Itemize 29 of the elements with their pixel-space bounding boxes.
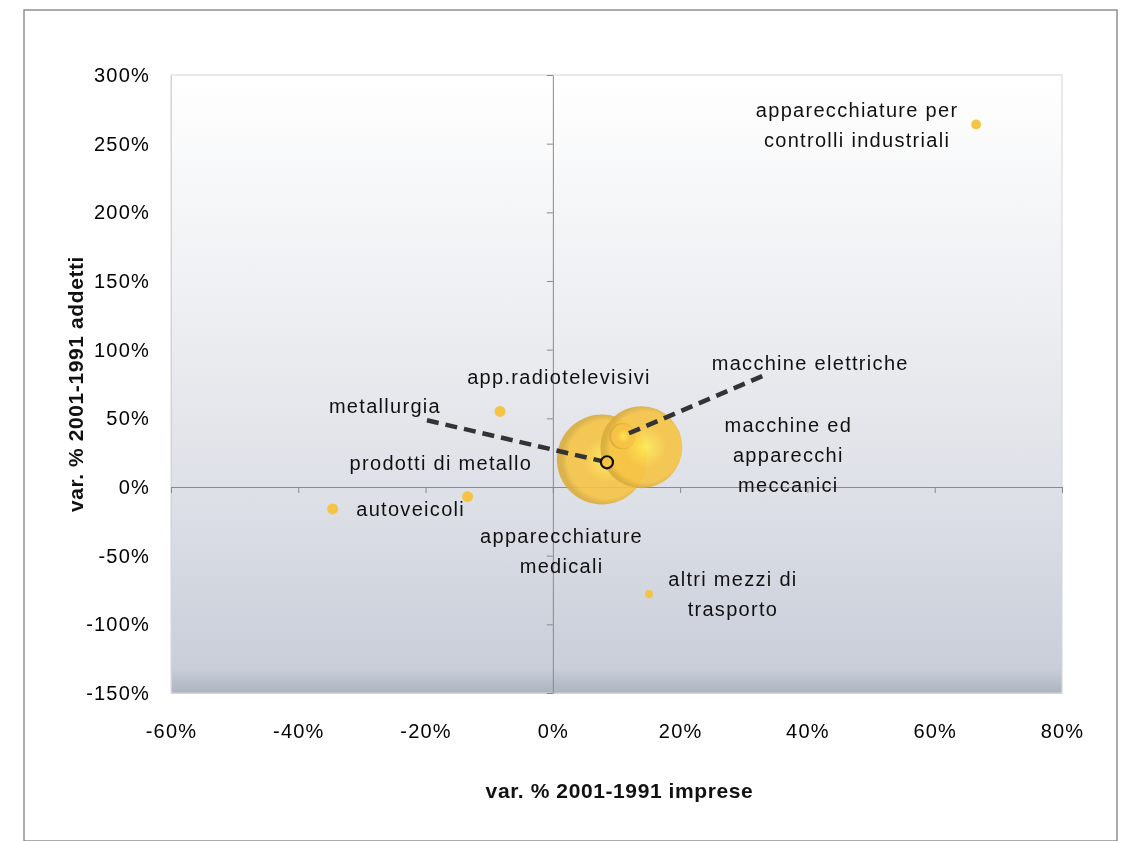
y-tick-label: 150% [94, 269, 150, 292]
x-tick-label: 20% [658, 720, 703, 743]
y-tick-label: 50% [106, 407, 150, 430]
y-tick-label: 0% [118, 475, 150, 498]
annotation: macchine ed apparecchi meccanici [724, 414, 853, 497]
y-tick-label: 300% [94, 63, 150, 86]
annotation: apparecchiature medicali [480, 524, 644, 577]
annotation: autoveicoli [356, 497, 466, 520]
x-tick-label: 40% [786, 720, 830, 743]
x-tick-label: 60% [913, 720, 958, 743]
y-axis-title: var. % 2001-1991 addetti [63, 255, 87, 513]
y-tick-label: -100% [86, 613, 150, 636]
x-tick-label: 80% [1040, 720, 1085, 743]
x-tick-label: -60% [145, 720, 198, 743]
annotation: macchine elettriche [711, 352, 909, 375]
y-tick-label: -50% [98, 544, 150, 567]
x-axis-title: var. % 2001-1991 imprese [485, 778, 754, 802]
x-tick-label: 0% [537, 720, 570, 743]
annotation: apparecchiature per controlli industriali [755, 99, 959, 152]
annotation: prodotti di metallo [349, 451, 533, 474]
annotation: metallurgia [328, 395, 442, 418]
x-tick-label: -20% [400, 720, 452, 743]
y-tick-label: 250% [94, 132, 150, 155]
y-tick-label: 100% [94, 338, 150, 361]
annotation: altri mezzi di trasporto [668, 568, 798, 621]
annotation: app.radiotelevisivi [467, 366, 651, 389]
y-tick-label: 200% [94, 201, 150, 224]
x-tick-label: -40% [273, 720, 325, 743]
y-tick-label: -150% [86, 681, 150, 704]
